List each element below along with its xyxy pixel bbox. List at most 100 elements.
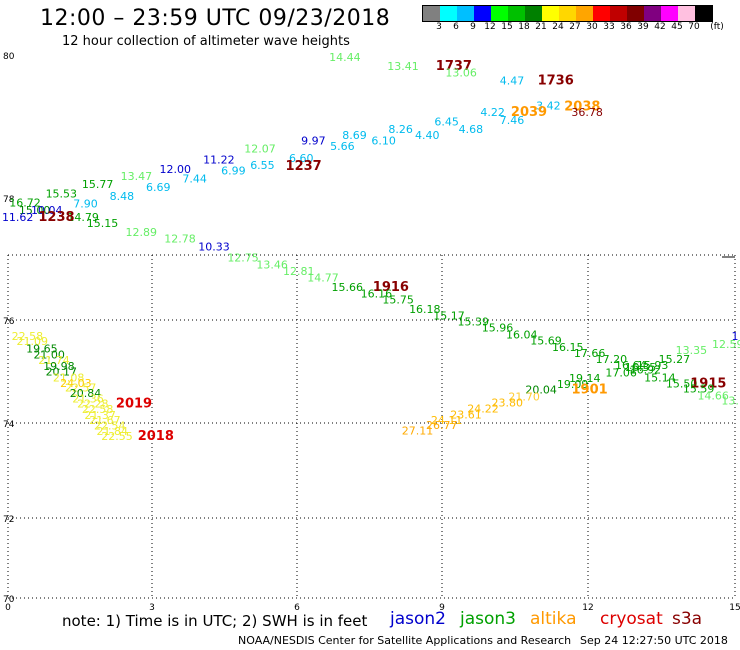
wave-height-value: 19.98 [43,360,75,373]
wave-height-value: 22.55 [101,430,133,443]
legend-tick: 9 [470,22,476,32]
wave-height-value: 13.41 [387,60,419,73]
wave-height-value: 13.06 [445,67,477,80]
wave-height-value: 22.54 [94,420,126,433]
page-subtitle: 12 hour collection of altimeter wave hei… [62,34,350,49]
wave-height-value: 8.48 [110,190,135,203]
legend-tick: (ft) [710,22,724,32]
wave-height-value: 15.50 [666,377,698,390]
wave-height-value: 12.75 [227,251,259,264]
y-tick-label: 74 [3,420,15,430]
wave-height-value: 21.36 [72,393,104,406]
pass-time-label: 1916 [373,280,409,295]
wave-height-value: 23.80 [491,396,523,409]
legend-tick: 42 [654,22,666,32]
legend-tick: 39 [637,22,649,32]
axis-labels: 80 78 76 74 72 700 3 6 9 12 15 [3,52,740,613]
y-tick-label: 72 [3,515,14,525]
x-tick-label: 12 [582,603,593,613]
legend-tick: 30 [586,22,598,32]
wave-height-value: 19.65 [26,343,58,356]
legend-swatch [661,6,678,21]
legend-swatch [593,6,610,21]
legend-tick: 70 [688,22,700,32]
page-title: 12:00 – 23:59 UTC 09/23/2018 [40,6,391,31]
wave-height-value: 12.07 [244,143,276,156]
legend-swatch [644,6,661,21]
wave-height-value: 4.22 [480,106,505,119]
wave-height-value: 4.47 [500,74,525,87]
satellite-altika: altika [530,609,577,629]
legend-swatch [695,6,712,21]
legend-swatch [610,6,627,21]
wave-height-value: 15.27 [659,353,691,366]
pass-time-label: 2039 [511,105,547,120]
wave-height-value: 13.46 [256,258,288,271]
credit-date: Sep 24 12:27:50 UTC 2018 [580,634,728,647]
wave-height-value: 13.47 [121,170,153,183]
pass-time-label: 1915 [690,376,726,391]
wave-height-value: 6.45 [434,116,459,129]
wave-height-value: 7.90 [73,198,98,211]
legend-tick: 24 [552,22,564,32]
wave-height-value: 27.11 [402,425,434,438]
wave-height-value: 16.18 [409,303,441,316]
wave-height-value: 12.81 [283,265,315,278]
pass-time-label: 1736 [538,73,574,88]
wave-height-value: 4.68 [459,123,484,136]
legend-tick: 18 [518,22,530,32]
wave-height-value: 17.66 [574,347,606,360]
footnote: note: 1) Time is in UTC; 2) SWH is in fe… [62,612,368,630]
wave-height-value: 21.70 [508,390,540,403]
wave-height-value: 22.58 [12,330,44,343]
legend-swatch [457,6,474,21]
wave-height-value: 26.77 [426,419,458,432]
pass-time-label: 2019 [116,396,152,411]
wave-height-value: 23.61 [450,408,482,421]
wave-height-value: 22.28 [77,397,109,410]
satellite-s3a: s3a [672,609,703,629]
wave-height-value: 24.22 [467,402,499,415]
wave-height-value: 14.44 [329,51,361,64]
legend-swatch [440,6,457,21]
wave-height-value: 15.75 [382,294,414,307]
wave-height-value: 7.44 [182,173,207,186]
wave-height-value: 12.78 [164,232,196,245]
wave-height-value: 9.97 [301,135,326,148]
wave-height-value: 15.93 [637,359,669,372]
wave-height-value: 11.22 [203,154,235,167]
wave-height-value: 16.16 [361,288,393,301]
wave-height-value: 7.46 [500,114,525,127]
y-tick-label: 76 [3,317,15,327]
wave-height-value: 15.69 [530,334,562,347]
wave-height-value: 22.58 [82,403,114,416]
pass-time-label: 2018 [138,429,174,444]
wave-height-value: 21.74 [38,354,70,367]
legend-swatch [559,6,576,21]
wave-height-value: 6.10 [371,135,396,148]
pass-time-label: 1238 [38,210,74,225]
legend-tick: 12 [484,22,496,32]
wave-height-value: 6.69 [146,181,171,194]
wave-height-value: 16.04 [506,328,538,341]
wave-height-value: 15.00 [19,204,51,217]
wave-height-value: 15.15 [87,217,119,230]
wave-height-value: 15.59 [683,383,715,396]
credit-line: NOAA/NESDIS Center for Satellite Applica… [238,634,572,647]
wave-height-value: 20.17 [46,365,78,378]
wave-height-value: 6.60 [289,152,314,165]
wave-height-value: 15.39 [458,315,490,328]
wave-height-value: 19.09 [557,378,589,391]
satellite-jason3: jason3 [460,609,516,629]
wave-height-value: 8.26 [388,123,413,136]
legend-tick: 36 [620,22,632,32]
wave-height-value: 16.15 [552,341,584,354]
wave-height-value: 12.89 [126,226,158,239]
wave-height-value: 19.14 [569,372,601,385]
color-scale-legend [422,5,713,22]
wave-height-value: 17.06 [605,366,637,379]
map-grid [7,254,736,599]
wave-height-value: 21.67 [89,414,121,427]
legend-tick: 6 [453,22,459,32]
